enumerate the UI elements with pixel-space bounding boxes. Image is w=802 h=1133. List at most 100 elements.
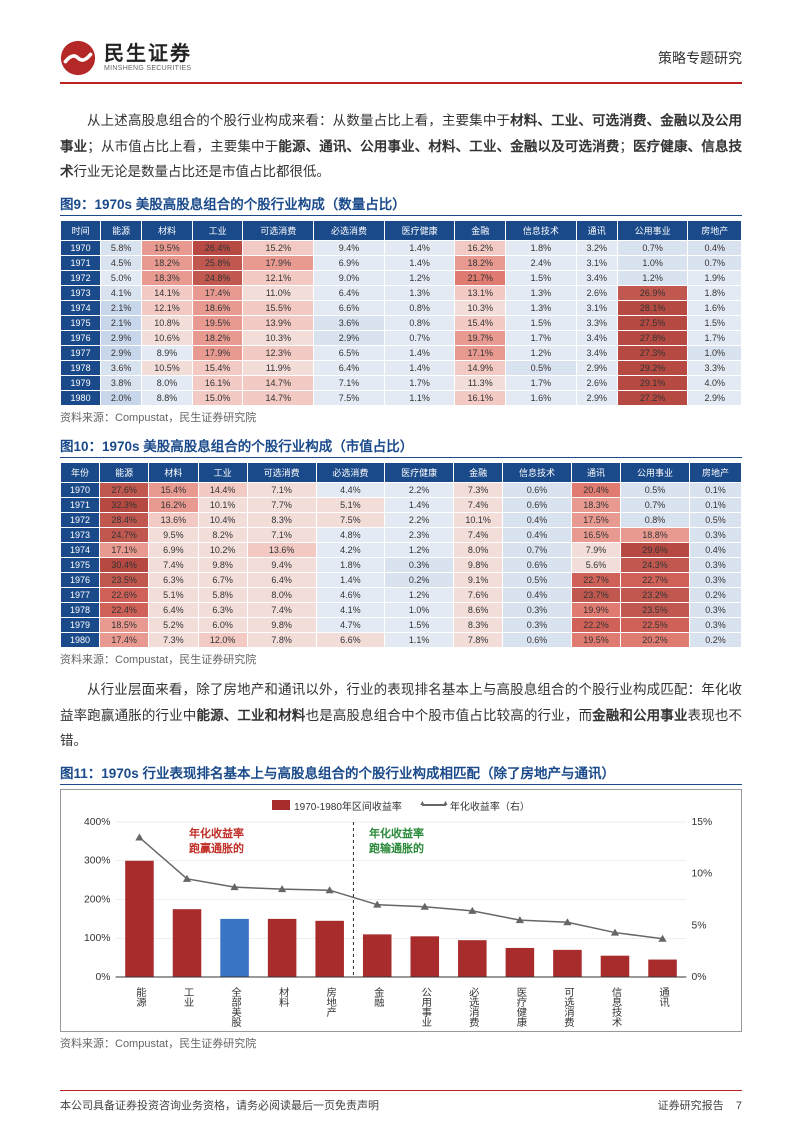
cell: 3.1% (576, 255, 617, 270)
svg-text:通讯: 通讯 (657, 987, 669, 1008)
cell: 11.9% (243, 360, 314, 375)
cell: 5.2% (149, 617, 198, 632)
cell: 9.0% (314, 270, 385, 285)
fig9-table: 时间能源材料工业可选消费必选消费医疗健康金融信息技术通讯公用事业房地产19705… (60, 220, 742, 406)
svg-text:信息技术: 信息技术 (609, 987, 621, 1027)
cell: 9.8% (198, 557, 247, 572)
cell: 2.2% (385, 512, 454, 527)
cell: 10.1% (198, 497, 247, 512)
cell: 15.5% (243, 300, 314, 315)
cell: 3.3% (688, 360, 742, 375)
cell: 1974 (61, 542, 100, 557)
svg-text:0%: 0% (692, 972, 707, 983)
col-header: 通讯 (576, 220, 617, 240)
cell: 1979 (61, 617, 100, 632)
col-header: 房地产 (689, 462, 741, 482)
cell: 1.7% (688, 330, 742, 345)
cell: 14.4% (198, 482, 247, 497)
cell: 7.7% (247, 497, 316, 512)
cell: 17.1% (100, 542, 149, 557)
cell: 0.7% (617, 240, 688, 255)
svg-text:200%: 200% (84, 894, 111, 905)
cell: 26.4% (192, 240, 243, 255)
cell: 7.1% (247, 482, 316, 497)
cell: 4.2% (316, 542, 385, 557)
cell: 3.6% (101, 360, 142, 375)
col-header: 医疗健康 (384, 220, 455, 240)
cell: 17.5% (571, 512, 620, 527)
svg-text:工业: 工业 (181, 987, 193, 1007)
page-footer: 本公司具备证券投资咨询业务资格，请务必阅读最后一页免责声明 证券研究报告 7 (60, 1090, 742, 1113)
cell: 4.5% (101, 255, 142, 270)
cell: 1.9% (688, 270, 742, 285)
cell: 1.1% (385, 632, 454, 647)
col-header: 工业 (192, 220, 243, 240)
cell: 18.2% (192, 330, 243, 345)
cell: 29.6% (621, 542, 690, 557)
cell: 2.9% (101, 330, 142, 345)
cell: 7.4% (453, 497, 502, 512)
col-header: 信息技术 (506, 220, 577, 240)
cell: 2.0% (101, 390, 142, 405)
logo-text-en: MINSHENG SECURITIES (104, 65, 192, 73)
cell: 0.7% (621, 497, 690, 512)
cell: 1.4% (316, 572, 385, 587)
cell: 6.3% (149, 572, 198, 587)
cell: 9.4% (314, 240, 385, 255)
svg-text:医疗健康: 医疗健康 (514, 987, 526, 1027)
cell: 15.0% (192, 390, 243, 405)
cell: 7.8% (453, 632, 502, 647)
cell: 1.5% (688, 315, 742, 330)
cell: 0.3% (689, 527, 741, 542)
cell: 10.6% (142, 330, 193, 345)
cell: 15.2% (243, 240, 314, 255)
cell: 8.3% (453, 617, 502, 632)
cell: 8.9% (142, 345, 193, 360)
footer-disclaimer: 本公司具备证券投资咨询业务资格，请务必阅读最后一页免责声明 (60, 1097, 379, 1113)
cell: 14.7% (243, 390, 314, 405)
svg-text:必选消费: 必选消费 (467, 986, 479, 1027)
col-header: 必选消费 (314, 220, 385, 240)
svg-text:10%: 10% (692, 869, 713, 880)
cell: 14.9% (455, 360, 506, 375)
cell: 0.5% (506, 360, 577, 375)
cell: 0.6% (503, 632, 572, 647)
table-row: 19734.1%14.1%17.4%11.0%6.4%1.3%13.1%1.3%… (61, 285, 742, 300)
cell: 14.7% (243, 375, 314, 390)
cell: 4.4% (316, 482, 385, 497)
fig11-chart: 1970-1980年区间收益率 年化收益率（右） 0%100%200%300%4… (60, 789, 742, 1032)
cell: 16.2% (455, 240, 506, 255)
col-header: 可选消费 (243, 220, 314, 240)
fig11-legend: 1970-1980年区间收益率 年化收益率（右） (69, 798, 733, 813)
cell: 5.1% (149, 587, 198, 602)
cell: 11.0% (243, 285, 314, 300)
logo-text-cn: 民生证券 (104, 43, 192, 65)
cell: 23.5% (100, 572, 149, 587)
cell: 8.0% (247, 587, 316, 602)
cell: 29.2% (617, 360, 688, 375)
col-header: 公用事业 (621, 462, 690, 482)
cell: 1.3% (384, 285, 455, 300)
cell: 30.4% (100, 557, 149, 572)
table-row: 19742.1%12.1%18.6%15.5%6.6%0.8%10.3%1.3%… (61, 300, 742, 315)
cell: 1.6% (506, 390, 577, 405)
cell: 0.4% (688, 240, 742, 255)
fig11-annot-lose: 年化收益率跑输通胀的 (369, 827, 424, 858)
cell: 26.9% (617, 285, 688, 300)
cell: 1980 (61, 632, 100, 647)
cell: 3.4% (576, 345, 617, 360)
cell: 4.1% (101, 285, 142, 300)
cell: 2.9% (688, 390, 742, 405)
cell: 19.9% (571, 602, 620, 617)
cell: 7.4% (453, 527, 502, 542)
cell: 5.8% (198, 587, 247, 602)
cell: 32.3% (100, 497, 149, 512)
cell: 1971 (61, 497, 100, 512)
fig11-title: 图11：1970s 行业表现排名基本上与高股息组合的个股行业构成相匹配（除了房地… (60, 762, 742, 785)
table-row: 198017.4%7.3%12.0%7.8%6.6%1.1%7.8%0.6%19… (61, 632, 742, 647)
cell: 27.8% (617, 330, 688, 345)
table-row: 197324.7%9.5%8.2%7.1%4.8%2.3%7.4%0.4%16.… (61, 527, 742, 542)
col-header: 医疗健康 (385, 462, 454, 482)
cell: 0.4% (503, 587, 572, 602)
cell: 24.7% (100, 527, 149, 542)
